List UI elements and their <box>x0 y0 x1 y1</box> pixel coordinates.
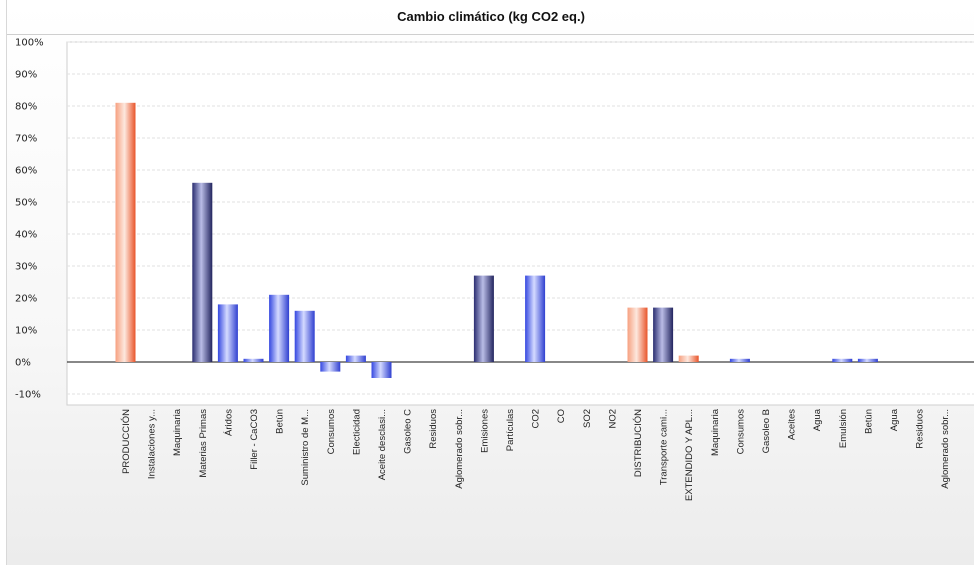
x-tick-label: CO <box>556 409 567 423</box>
y-tick-label: 0% <box>15 358 31 369</box>
bar[interactable] <box>345 355 366 362</box>
chart-title: Cambio climático (kg CO2 eq.) <box>7 0 974 35</box>
x-tick-label: Betún <box>863 409 874 434</box>
bar[interactable] <box>832 358 853 362</box>
x-tick-label: Gasoleo C <box>403 409 414 454</box>
y-tick-label: 40% <box>15 230 37 241</box>
bar[interactable] <box>192 182 213 362</box>
x-tick-label: Materias Primas <box>198 409 209 478</box>
x-tick-label: Consumos <box>735 409 746 455</box>
bar[interactable] <box>653 307 674 362</box>
bar[interactable] <box>729 358 750 362</box>
x-tick-label: Residuos <box>915 409 926 449</box>
x-tick-label: Maquinaria <box>172 408 183 456</box>
x-tick-label: PRODUCCIÓN <box>121 409 132 474</box>
x-tick-label: NO2 <box>607 409 618 429</box>
plot-area <box>66 41 974 406</box>
y-tick-label: 90% <box>15 70 37 81</box>
x-tick-label: Aceite desclasi... <box>377 409 388 480</box>
bar[interactable] <box>678 355 699 362</box>
x-tick-label: Aglomerado sobr... <box>940 409 951 489</box>
y-tick-label: -10% <box>15 390 41 401</box>
y-tick-label: 60% <box>15 166 37 177</box>
y-tick-label: 100% <box>15 38 44 49</box>
x-tick-label: Residuos <box>428 409 439 449</box>
x-tick-label: Betún <box>275 409 286 434</box>
x-tick-label: Suministro de M... <box>300 409 311 486</box>
x-tick-label: Instalaciones y... <box>147 409 158 479</box>
y-tick-label: 50% <box>15 198 37 209</box>
x-tick-label: Filler - CaCO3 <box>249 409 260 470</box>
x-tick-label: DISTRIBUCIÓN <box>633 409 644 477</box>
x-tick-label: Transporte cami... <box>659 409 670 485</box>
x-tick-label: Emulsión <box>838 409 849 448</box>
bar[interactable] <box>243 358 264 362</box>
bar[interactable] <box>294 310 315 362</box>
x-tick-label: EXTENDIDO Y APL... <box>684 409 695 501</box>
bar[interactable] <box>371 362 392 378</box>
bar[interactable] <box>269 294 290 362</box>
x-tick-label: Áridos <box>223 409 234 436</box>
bar[interactable] <box>525 275 546 362</box>
y-tick-label: 30% <box>15 262 37 273</box>
bar[interactable] <box>627 307 648 362</box>
y-tick-label: 70% <box>15 134 37 145</box>
x-tick-label: CO2 <box>531 409 542 429</box>
x-tick-label: Maquinaria <box>710 408 721 456</box>
bar[interactable] <box>217 304 238 362</box>
bar[interactable] <box>115 102 136 363</box>
y-tick-label: 10% <box>15 326 37 337</box>
x-tick-label: Emisiones <box>479 409 490 453</box>
x-tick-label: Agua <box>812 408 823 431</box>
x-tick-label: Gasoleo B <box>761 409 772 453</box>
x-tick-label: Aglomerado sobr... <box>454 409 465 489</box>
x-tick-label: Agua <box>889 408 900 431</box>
x-tick-label: Electicidad <box>351 409 362 455</box>
y-tick-label: 20% <box>15 294 37 305</box>
x-tick-label: Partículas <box>505 409 516 451</box>
bar-chart: 100% 90% 80% 70% 60% 50% 40% 30% 20% 10% 0% -10% PR… <box>15 38 974 501</box>
bar[interactable] <box>857 358 878 362</box>
bar[interactable] <box>473 275 494 362</box>
bar[interactable] <box>320 362 341 372</box>
chart-panel: Cambio climático (kg CO2 eq.) 100% 90% 80%… <box>6 0 974 565</box>
x-tick-label: SO2 <box>582 409 593 428</box>
y-tick-label: 80% <box>15 102 37 113</box>
x-tick-label: Consumos <box>326 409 337 455</box>
x-tick-label: Aceites <box>787 409 798 440</box>
